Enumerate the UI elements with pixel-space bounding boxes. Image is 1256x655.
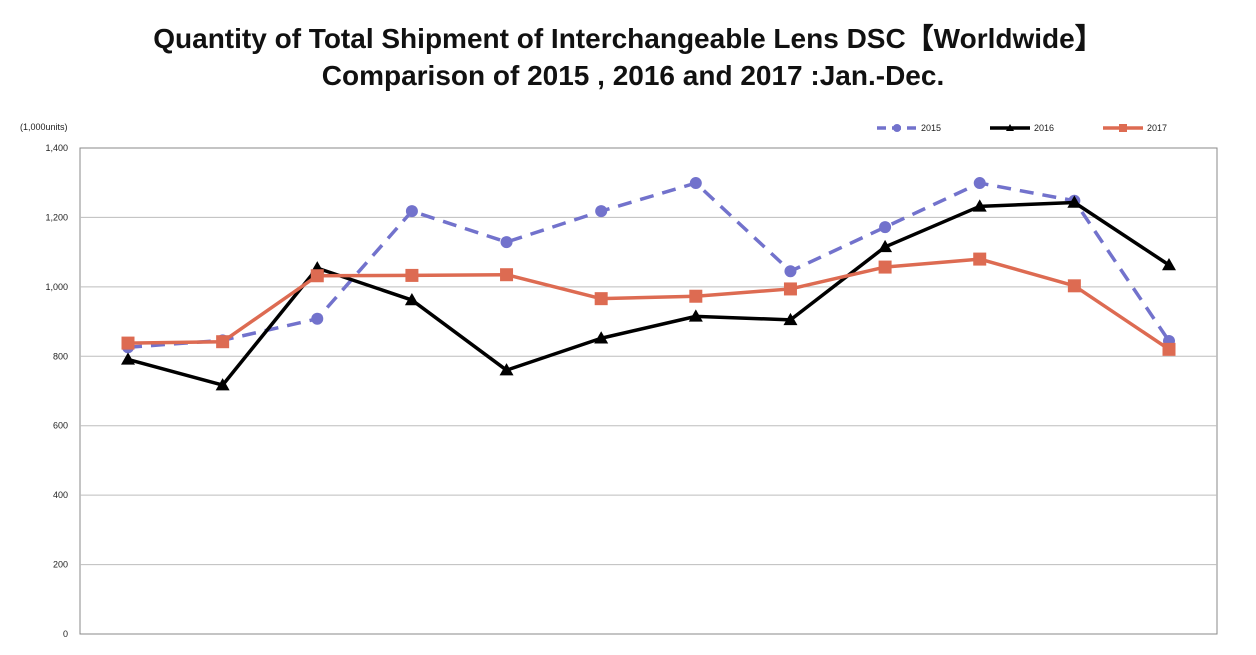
data-point-2017	[878, 260, 892, 274]
data-point-2016	[215, 378, 230, 391]
y-tick-label: 400	[53, 490, 68, 500]
legend-item-2015: 2015	[877, 123, 941, 133]
legend-label: 2015	[921, 123, 941, 133]
data-point-2016	[783, 312, 798, 326]
data-point-2015	[879, 221, 892, 234]
chart-subtitle: Comparison of 2015 , 2016 and 2017 :Jan.…	[321, 60, 945, 91]
data-point-2017	[216, 335, 230, 349]
data-point-2017	[973, 252, 987, 266]
legend-item-2017: 2017	[1103, 123, 1167, 133]
data-point-2016	[1067, 195, 1082, 208]
legend-marker	[893, 124, 901, 132]
data-point-2017	[121, 336, 135, 350]
data-point-2015	[595, 205, 608, 218]
data-point-2015	[973, 177, 986, 190]
data-point-2015	[405, 205, 418, 218]
series-2017	[121, 252, 1176, 356]
y-axis-ticks: 0 200 400 600 800 1,000 1,200 1,400	[45, 143, 68, 639]
data-point-2017	[1162, 342, 1176, 356]
legend-label: 2017	[1147, 123, 1167, 133]
data-point-2015	[500, 236, 513, 249]
y-tick-label: 200	[53, 560, 68, 570]
plot-area	[79, 147, 1218, 635]
series-line-2015	[127, 181, 1171, 350]
data-point-2016	[499, 363, 514, 376]
data-point-2017	[783, 282, 797, 296]
data-point-2017	[594, 292, 608, 306]
data-point-2016	[594, 331, 609, 344]
series-group	[121, 177, 1176, 391]
legend: 2015 2016 2017	[877, 123, 1167, 133]
data-point-2015	[784, 265, 797, 278]
data-point-2016	[1162, 257, 1176, 271]
data-point-2015	[689, 177, 702, 190]
data-point-2016	[688, 309, 703, 322]
data-point-2016	[878, 239, 893, 253]
data-point-2016	[972, 199, 987, 212]
gridlines	[80, 216, 1217, 566]
data-point-2017	[310, 269, 324, 283]
y-tick-label: 800	[53, 351, 68, 361]
legend-item-2016: 2016	[990, 123, 1054, 133]
chart-title-block: Quantity of Total Shipment of Interchang…	[0, 20, 1256, 94]
y-tick-label: 1,000	[45, 282, 68, 292]
data-point-2017	[405, 268, 419, 282]
data-point-2016	[404, 293, 419, 306]
data-point-2017	[500, 268, 514, 282]
y-tick-label: 1,400	[45, 143, 68, 153]
y-axis-unit-label: (1,000units)	[20, 122, 68, 132]
legend-marker	[1006, 124, 1014, 131]
chart-title: Quantity of Total Shipment of Interchang…	[153, 23, 1103, 54]
data-point-2017	[1067, 279, 1081, 293]
y-tick-label: 600	[53, 421, 68, 431]
legend-marker	[1119, 124, 1127, 132]
data-point-2016	[121, 352, 135, 365]
y-tick-label: 0	[63, 629, 68, 639]
legend-label: 2016	[1034, 123, 1054, 133]
data-point-2015	[311, 312, 324, 325]
data-point-2017	[689, 289, 703, 303]
series-line-2017	[127, 257, 1170, 351]
y-tick-label: 1,200	[45, 212, 68, 222]
